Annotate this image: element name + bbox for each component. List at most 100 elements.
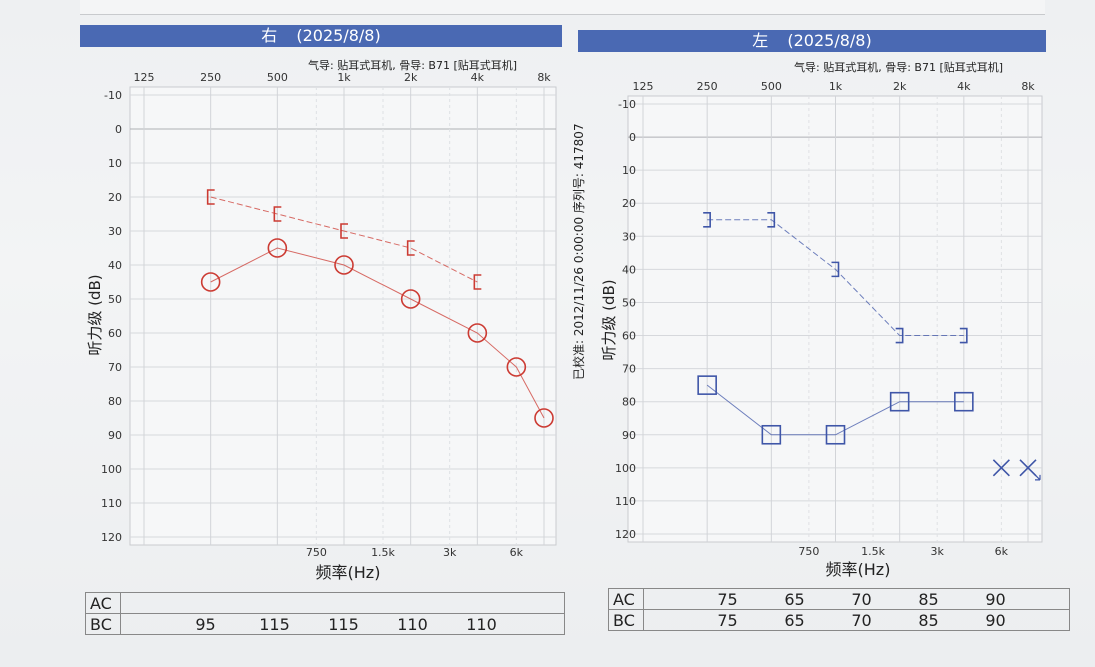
right-ac-values [120, 592, 565, 614]
right-y-axis-label: 听力级 (dB) [86, 274, 104, 355]
left-y-tick-label: 20 [622, 197, 636, 210]
right-y-tick-label: 50 [108, 293, 122, 306]
table-cell: 65 [784, 589, 805, 609]
right-x-top-tick-label: 8k [537, 71, 551, 84]
left-y-tick-label: 30 [622, 230, 636, 243]
right-x-top-tick-label: 125 [134, 71, 155, 84]
right-y-tick-label: 0 [115, 123, 122, 136]
right-x-bottom-tick-label: 6k [510, 546, 524, 559]
table-cell: 90 [985, 589, 1006, 609]
table-cell: 85 [918, 589, 939, 609]
table-cell: 75 [717, 610, 738, 630]
left-x-top-tick-label: 2k [893, 80, 907, 93]
left-series-line [707, 219, 964, 337]
left-y-tick-label: 0 [629, 131, 636, 144]
left-data-point [889, 391, 910, 412]
left-bc-values: 75 65 70 85 90 [643, 609, 1070, 631]
left-y-tick-label: 110 [615, 495, 636, 508]
right-threshold-table: AC BC 95 115 115 110 110 [85, 592, 565, 635]
right-data-point [267, 238, 288, 258]
right-y-tick-label: 70 [108, 361, 122, 374]
right-data-point [340, 223, 348, 239]
left-y-tick-label: 80 [622, 396, 636, 409]
left-data-point [767, 211, 776, 228]
left-y-tick-label: -10 [618, 98, 636, 111]
table-cell-spacer [121, 615, 171, 634]
right-x-top-tick-label: 2k [404, 71, 418, 84]
right-y-tick-label: 110 [101, 497, 122, 510]
table-cell: 70 [851, 589, 872, 609]
right-ear-header: 右 (2025/8/8) [80, 25, 562, 47]
left-y-tick-label: 10 [622, 164, 636, 177]
right-data-point [400, 289, 421, 309]
right-x-bottom-tick-label: 750 [306, 546, 327, 559]
right-bc-values: 95 115 115 110 110 [120, 613, 565, 635]
right-y-tick-label: 120 [101, 531, 122, 544]
calibration-note: 已校准: 2012/11/26 0:00:00 序列号: 417807 [570, 123, 587, 380]
left-series-2 [703, 211, 968, 344]
right-data-point [467, 323, 488, 343]
left-ear-header: 左 (2025/8/8) [578, 30, 1046, 52]
table-cell: 95 [195, 614, 216, 634]
left-data-point [761, 424, 782, 445]
left-x-bottom-tick-label: 3k [931, 545, 945, 558]
left-x-bottom-tick-label: 1.5k [861, 545, 885, 558]
right-series-0 [200, 238, 554, 428]
left-data-point [895, 327, 904, 344]
left-y-tick-label: 100 [615, 462, 636, 475]
left-bc-label: BC [608, 609, 644, 631]
table-cell: 65 [784, 610, 805, 630]
right-data-point [206, 189, 215, 205]
left-x-axis-label: 频率(Hz) [826, 560, 891, 579]
right-y-tick-label: 20 [108, 191, 122, 204]
left-data-point [959, 327, 968, 344]
left-x-bottom-tick-label: 6k [995, 545, 1009, 558]
table-cell: 115 [259, 614, 290, 634]
left-x-top-tick-label: 125 [633, 80, 654, 93]
right-x-top-tick-label: 4k [471, 71, 485, 84]
right-y-tick-label: 100 [101, 463, 122, 476]
left-bc-row: BC 75 65 70 85 90 [608, 609, 1070, 631]
table-cell: 75 [717, 589, 738, 609]
right-transducer-note: 气导: 贴耳式耳机, 骨导: B71 [贴耳式耳机] [308, 59, 518, 72]
right-y-tick-label: -10 [104, 89, 122, 102]
right-bc-label: BC [85, 613, 121, 635]
table-cell-spacer [644, 611, 694, 630]
right-x-axis-label: 频率(Hz) [316, 563, 381, 582]
left-y-axis-label: 听力级 (dB) [600, 279, 618, 360]
left-data-point [831, 261, 840, 278]
right-x-top-tick-label: 500 [267, 71, 288, 84]
right-x-top-tick-label: 250 [200, 71, 221, 84]
right-ear-date: (2025/8/8) [296, 26, 381, 45]
left-threshold-table: AC 75 65 70 85 90 BC 75 65 70 85 90 [608, 588, 1070, 631]
top-strip [80, 0, 1045, 15]
right-y-tick-label: 90 [108, 429, 122, 442]
left-y-tick-label: 120 [615, 528, 636, 541]
right-y-tick-label: 80 [108, 395, 122, 408]
left-ear-date: (2025/8/8) [787, 31, 872, 50]
left-series-line [706, 384, 964, 436]
left-data-point [954, 391, 974, 412]
right-data-point [406, 240, 415, 256]
right-y-tick-label: 30 [108, 225, 122, 238]
table-cell: 70 [851, 610, 872, 630]
right-data-point [334, 255, 354, 275]
left-ac-label: AC [608, 588, 644, 610]
left-ac-row: AC 75 65 70 85 90 [608, 588, 1070, 610]
left-y-tick-label: 90 [622, 429, 636, 442]
right-ac-label: AC [85, 592, 121, 614]
left-data-point [697, 375, 717, 395]
left-series-0 [697, 375, 974, 445]
table-cell-spacer [644, 590, 694, 609]
right-data-point [473, 274, 482, 290]
right-x-bottom-tick-label: 3k [443, 546, 457, 559]
table-cell: 115 [328, 614, 359, 634]
calibration-text: 已校准: 2012/11/26 0:00:00 序列号: 417807 [572, 123, 586, 380]
left-transducer-note: 气导: 贴耳式耳机, 骨导: B71 [贴耳式耳机] [794, 61, 1004, 74]
right-ear-side-label: 右 [261, 26, 278, 45]
left-data-point [703, 211, 711, 228]
left-y-tick-label: 50 [622, 296, 636, 309]
left-x-top-tick-label: 8k [1021, 80, 1035, 93]
